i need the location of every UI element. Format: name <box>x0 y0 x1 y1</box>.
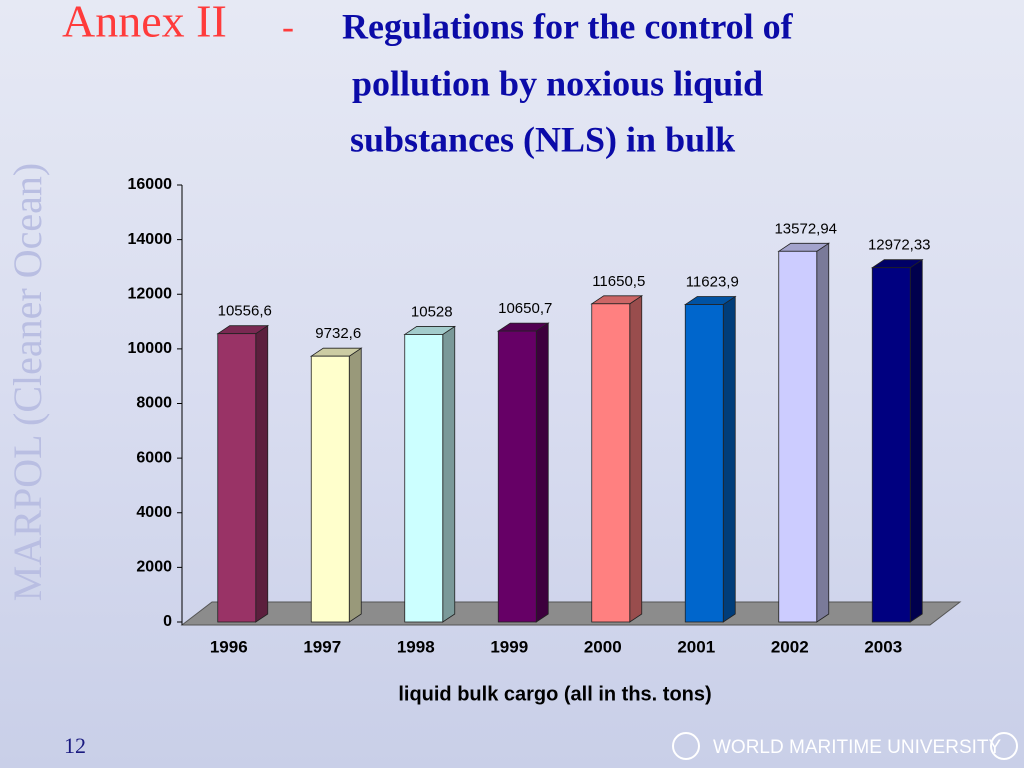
bar <box>591 303 631 623</box>
floor <box>180 601 962 626</box>
y-tick-label: 16000 <box>128 176 173 193</box>
y-tick-label: 6000 <box>136 449 172 466</box>
logo-icon <box>672 732 700 760</box>
bar-side <box>909 258 923 623</box>
bar-side <box>535 322 549 623</box>
x-tick-label: 1999 <box>490 637 528 656</box>
bar <box>404 334 444 623</box>
y-tick-label: 2000 <box>136 559 172 576</box>
x-tick-label: 2003 <box>864 637 902 656</box>
bar-side <box>816 242 830 623</box>
x-tick-label: 2001 <box>677 637 715 656</box>
title-line: Regulations for the control of <box>342 6 794 46</box>
y-tick-label: 4000 <box>136 504 172 521</box>
value-label: 13572,94 <box>774 220 837 237</box>
y-tick-label: 0 <box>163 613 172 630</box>
value-label: 10528 <box>411 303 453 320</box>
chart: 0 2000 4000 6000 8000 10000 12000 14000 16000 105… <box>128 176 962 705</box>
bar-side <box>442 325 456 623</box>
annex: Annex II <box>62 0 227 47</box>
value-label: 11650,5 <box>592 273 645 290</box>
bar <box>310 355 350 623</box>
y-tick-label: 12000 <box>128 285 173 302</box>
y-tick-label: 8000 <box>136 395 172 412</box>
x-axis-label: liquid bulk cargo (all in ths. tons) <box>398 683 711 705</box>
value-label: 10556,6 <box>218 303 272 320</box>
y-tick-label: 10000 <box>128 340 173 357</box>
bar <box>778 250 818 623</box>
logo-text: WORLD MARITIME UNIVERSITY <box>713 737 1002 758</box>
x-tick-label: 2000 <box>584 637 622 656</box>
dash: - <box>282 6 294 46</box>
title-line: pollution by noxious liquid <box>352 63 763 103</box>
x-tick-label: 1998 <box>397 637 435 656</box>
page-number: 12 <box>64 733 86 758</box>
value-label: 10650,7 <box>498 300 552 317</box>
value-label: 11623,9 <box>686 273 739 290</box>
value-label: 12972,33 <box>868 237 931 254</box>
x-tick-label: 2002 <box>771 637 809 656</box>
bar <box>871 267 911 623</box>
bar-side <box>722 295 736 623</box>
side-text: MARPOL (Cleaner Ocean) <box>5 163 50 601</box>
value-label: 9732,6 <box>315 325 361 342</box>
bar <box>497 330 537 623</box>
bar <box>217 333 257 623</box>
bar-side <box>629 295 643 623</box>
bar <box>684 304 724 623</box>
bar-side <box>255 324 269 623</box>
y-tick-label: 14000 <box>128 231 173 248</box>
logo-icon <box>990 732 1018 760</box>
x-tick-label: 1997 <box>303 637 341 656</box>
bar-side <box>348 347 362 623</box>
title-line: substances (NLS) in bulk <box>350 119 735 159</box>
x-tick-label: 1996 <box>210 637 248 656</box>
